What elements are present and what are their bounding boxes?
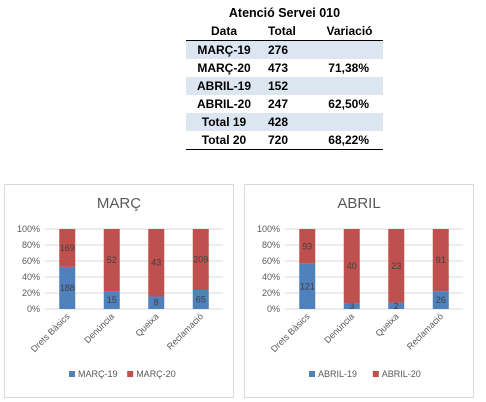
- data-label: 188: [60, 283, 75, 293]
- data-label: 3: [349, 301, 354, 311]
- data-label: 23: [391, 261, 401, 271]
- table-row: Total 20 720 68,22%: [186, 131, 383, 150]
- cell-variacio: [316, 40, 383, 59]
- bar-segment: [388, 229, 405, 303]
- cell-variacio: 62,50%: [328, 97, 369, 111]
- bar-segment: [192, 229, 209, 291]
- legend-label: ABRIL-20: [382, 369, 421, 379]
- header-variacio: Variació: [316, 22, 383, 41]
- y-tick-label: 60%: [262, 256, 280, 266]
- x-tick-label: Queixa: [133, 311, 160, 338]
- table-row: ABRIL-19 152: [186, 77, 383, 95]
- data-label: 65: [196, 295, 206, 305]
- data-label: 91: [436, 255, 446, 265]
- cell-total: 473: [268, 61, 289, 75]
- legend-swatch: [69, 371, 75, 377]
- table-row: MARÇ-19 276: [186, 40, 383, 59]
- bar-segment: [432, 229, 449, 292]
- cell-total: 152: [262, 77, 316, 95]
- bar-segment: [59, 229, 76, 267]
- chart-title: MARÇ: [96, 195, 142, 212]
- y-tick-label: 80%: [262, 240, 280, 250]
- data-label: 8: [154, 298, 159, 308]
- cell-total: 428: [262, 113, 316, 131]
- legend-label: ABRIL-19: [318, 369, 357, 379]
- cell-variacio: 71,38%: [328, 61, 369, 75]
- cell-data: Total 20: [186, 131, 262, 150]
- bar-segment: [432, 291, 449, 309]
- y-tick-label: 100%: [17, 224, 40, 234]
- legend-label: MARÇ-20: [136, 369, 176, 379]
- x-tick-label: Queixa: [373, 311, 400, 338]
- bar-segment: [103, 229, 120, 292]
- header-data: Data: [186, 22, 262, 41]
- data-label: 209: [193, 255, 208, 265]
- y-tick-label: 100%: [257, 224, 280, 234]
- legend-swatch: [127, 371, 134, 377]
- data-label: 15: [107, 295, 117, 305]
- bar-segment: [148, 296, 165, 309]
- legend-swatch: [372, 371, 379, 377]
- y-tick-label: 20%: [22, 288, 40, 298]
- cell-total: 720: [262, 131, 316, 150]
- table-title: Atenció Servei 010: [228, 6, 341, 20]
- data-label: 43: [151, 258, 161, 268]
- data-label: 52: [107, 255, 117, 265]
- data-label: 169: [60, 243, 75, 253]
- x-tick-label: Reclamació: [165, 311, 205, 351]
- y-tick-label: 0%: [267, 304, 280, 314]
- header-total: Total: [262, 22, 316, 41]
- data-label: 26: [436, 295, 446, 305]
- y-tick-label: 40%: [22, 272, 40, 282]
- data-label: 121: [300, 281, 315, 291]
- legend-swatch: [309, 371, 315, 377]
- cell-data: ABRIL-19: [186, 77, 262, 95]
- table-row: Total 19 428: [186, 113, 383, 131]
- data-label: 40: [347, 261, 357, 271]
- bar-segment: [299, 263, 316, 309]
- bar-segment: [148, 229, 165, 297]
- x-tick-label: Denúncia: [82, 311, 116, 345]
- cell-variacio: [316, 113, 383, 131]
- y-tick-label: 80%: [22, 240, 40, 250]
- data-table: Data Total Variació MARÇ-19 276 MARÇ-20 …: [186, 22, 383, 150]
- data-label: 2: [394, 301, 399, 311]
- y-tick-label: 40%: [262, 272, 280, 282]
- cell-data: Total 19: [186, 113, 262, 131]
- cell-data: ABRIL-20: [196, 97, 251, 111]
- bar-segment: [192, 290, 209, 309]
- x-tick-label: Reclamació: [405, 311, 445, 351]
- cell-total: 276: [262, 40, 316, 59]
- bar-segment: [343, 303, 360, 309]
- legend-label: MARÇ-19: [78, 369, 118, 379]
- cell-variacio: 68,22%: [316, 131, 383, 150]
- x-tick-label: Drets Bàsics: [29, 311, 72, 354]
- data-label: 93: [302, 241, 312, 251]
- bar-segment: [388, 302, 405, 309]
- y-tick-label: 60%: [22, 256, 40, 266]
- cell-total: 247: [268, 97, 289, 111]
- chart-marc: MARÇ 0% 20% 40% 60% 80% 100% 188 169 Drets Bàsic…: [4, 184, 234, 398]
- chart-abril: ABRIL 0% 20% 40% 60% 80% 100% 121 93 Drets Bàsic…: [244, 184, 474, 398]
- y-tick-label: 20%: [262, 288, 280, 298]
- chart-title: ABRIL: [337, 195, 381, 212]
- summary-table: Atenció Servei 010 Data Total Variació M…: [186, 4, 383, 150]
- cell-data: MARÇ-19: [186, 40, 262, 59]
- bar-segment: [103, 291, 120, 309]
- x-tick-label: Denúncia: [322, 311, 356, 345]
- table-row: MARÇ-20 473 71,38%: [186, 59, 383, 77]
- cell-data: MARÇ-20: [197, 61, 251, 75]
- x-tick-label: Drets Bàsics: [269, 311, 312, 354]
- bar-segment: [59, 266, 76, 309]
- y-tick-label: 0%: [27, 304, 40, 314]
- bar-segment: [299, 229, 316, 264]
- table-row: ABRIL-20 247 62,50%: [186, 95, 383, 113]
- chart-svg: 0% 20% 40% 60% 80% 100% 121 93 Drets Bàsics 3 40 De…: [257, 224, 463, 379]
- cell-variacio: [316, 77, 383, 95]
- table-header-row: Data Total Variació: [186, 22, 383, 41]
- chart-svg: 0% 20% 40% 60% 80% 100% 188 169 Drets Bàsics 15 52…: [17, 224, 223, 379]
- bar-segment: [343, 229, 360, 304]
